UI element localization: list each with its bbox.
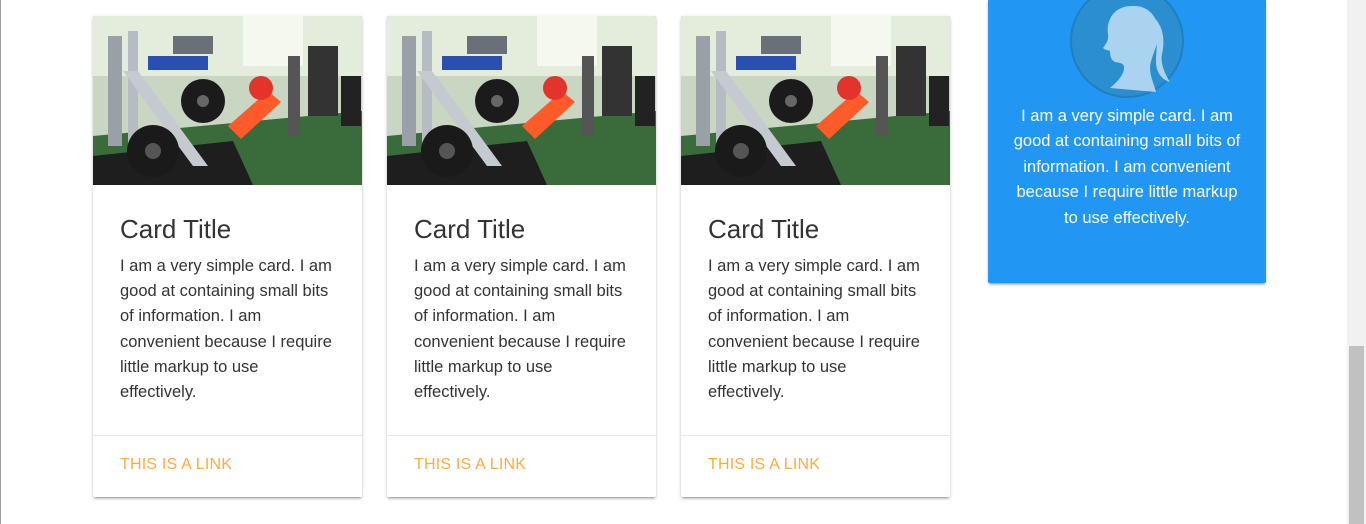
card-content: Card Title I am a very simple card. I am… bbox=[93, 185, 362, 435]
card-link[interactable]: THIS IS A LINK bbox=[708, 456, 821, 473]
gym-image bbox=[93, 16, 362, 185]
woman-silhouette-icon bbox=[1070, 0, 1184, 98]
scrollbar-thumb[interactable] bbox=[1349, 346, 1364, 524]
card-link[interactable]: THIS IS A LINK bbox=[414, 456, 527, 473]
profile-card-text: I am a very simple card. I am good at co… bbox=[1013, 107, 1241, 227]
card-text: I am a very simple card. I am good at co… bbox=[708, 257, 920, 402]
card-content: Card Title I am a very simple card. I am… bbox=[681, 185, 950, 435]
gym-image bbox=[387, 16, 656, 185]
profile-card: I am a very simple card. I am good at co… bbox=[988, 0, 1266, 283]
card-3: Card Title I am a very simple card. I am… bbox=[681, 16, 950, 497]
card-text: I am a very simple card. I am good at co… bbox=[414, 257, 626, 402]
card-action: THIS IS A LINK bbox=[387, 435, 656, 497]
card-title: Card Title bbox=[414, 214, 526, 244]
card-2: Card Title I am a very simple card. I am… bbox=[387, 16, 656, 497]
card-title: Card Title bbox=[120, 214, 232, 244]
window-edge bbox=[0, 0, 1, 524]
card-link[interactable]: THIS IS A LINK bbox=[120, 456, 233, 473]
card-content: Card Title I am a very simple card. I am… bbox=[387, 185, 656, 435]
card-action: THIS IS A LINK bbox=[681, 435, 950, 497]
card-title: Card Title bbox=[708, 214, 820, 244]
card-1: Card Title I am a very simple card. I am… bbox=[93, 16, 362, 497]
card-action: THIS IS A LINK bbox=[93, 435, 362, 497]
gym-image bbox=[681, 16, 950, 185]
card-text: I am a very simple card. I am good at co… bbox=[120, 257, 332, 402]
